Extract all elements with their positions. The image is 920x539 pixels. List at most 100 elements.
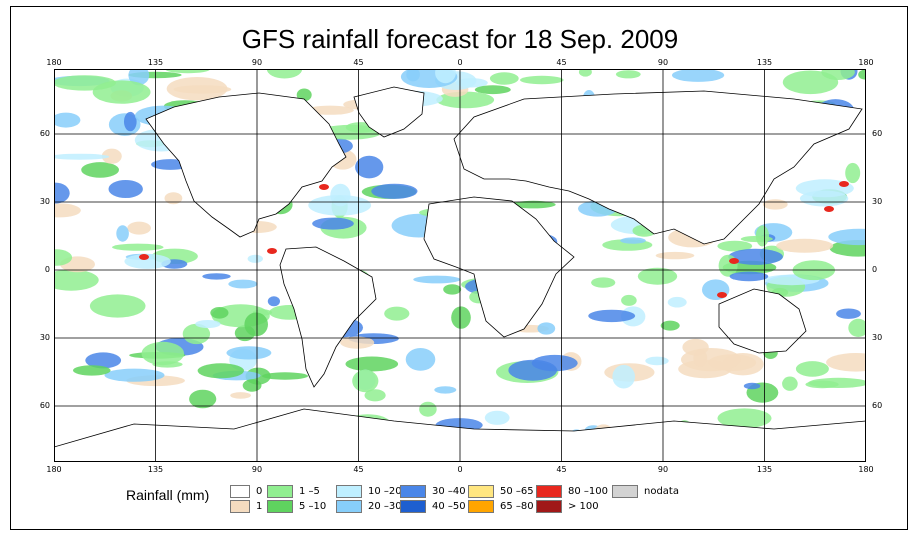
rain-patch — [108, 180, 143, 198]
rain-patch — [73, 365, 111, 376]
rain-patch — [531, 354, 578, 372]
rain-patch — [667, 296, 687, 308]
rain-patch — [435, 69, 456, 84]
rain-patch — [165, 69, 210, 74]
longitude-tick-label: 180 — [858, 58, 874, 67]
rain-patch — [112, 243, 164, 251]
rain-patch — [104, 368, 165, 382]
rain-patch — [226, 346, 272, 360]
rain-patch — [612, 364, 635, 389]
rain-patch — [615, 70, 641, 79]
longitude-tick-label: 90 — [251, 465, 263, 474]
rain-patch — [54, 112, 81, 128]
rain-patch — [845, 162, 861, 184]
longitude-tick-label: 180 — [46, 58, 62, 67]
rain-patch — [92, 80, 151, 104]
rain-patch — [182, 323, 211, 345]
rain-patch — [520, 75, 564, 85]
longitude-tick-label: 45 — [556, 58, 567, 67]
legend-title: Rainfall (mm) — [126, 487, 210, 503]
australia — [718, 288, 807, 354]
legend-label: > 100 — [568, 501, 599, 512]
rain-patch — [821, 69, 855, 80]
rain-patch — [693, 349, 708, 367]
rain-patch — [267, 296, 280, 307]
rain-patch — [655, 251, 695, 260]
legend-label: 65 –80 — [500, 501, 534, 512]
rain-patch — [128, 69, 150, 86]
rain-patch — [116, 225, 129, 242]
rain-patch — [127, 221, 151, 235]
rain-patch — [202, 273, 231, 280]
rain-patch — [384, 306, 410, 321]
longitude-tick-label: 45 — [353, 465, 364, 474]
longitude-tick-label: 180 — [46, 465, 62, 474]
legend-label: 1 — [256, 501, 263, 512]
rain-patch — [755, 225, 770, 247]
latitude-tick-label: 60 — [39, 129, 50, 138]
latitude-tick-label: 60 — [872, 401, 883, 410]
legend-swatch — [336, 500, 362, 513]
rain-patch — [352, 369, 379, 393]
latitude-tick-label: 0 — [872, 265, 878, 274]
legend-swatch — [400, 500, 426, 513]
longitude-tick-label: 180 — [858, 465, 874, 474]
rain-patch — [189, 389, 217, 409]
rain-patch — [54, 153, 110, 160]
rain-patch — [799, 190, 849, 207]
graticule — [54, 69, 866, 462]
rain-patch — [434, 386, 457, 394]
rain-patch — [54, 182, 70, 204]
rain-patch — [81, 162, 119, 178]
rain-patch — [242, 379, 262, 392]
greenland — [353, 86, 425, 138]
rain-patch — [266, 69, 303, 79]
rain-patch — [345, 356, 399, 372]
legend-swatch — [267, 485, 293, 498]
legend-label: nodata — [644, 486, 679, 497]
legend-swatch — [336, 485, 362, 498]
map-border — [54, 69, 866, 462]
rain-patch — [637, 267, 678, 285]
legend-swatch — [267, 500, 293, 513]
rain-patch — [578, 69, 592, 77]
legend-label: 50 –65 — [500, 486, 534, 497]
legend-label: 5 –10 — [299, 501, 327, 512]
longitude-tick-label: 45 — [353, 58, 364, 67]
rain-patch — [296, 88, 312, 102]
heavy-rain-cell — [824, 206, 834, 212]
rain-patch — [858, 69, 866, 80]
latitude-tick-label: 30 — [39, 197, 50, 206]
rain-patch — [152, 361, 183, 368]
legend-label: 40 –50 — [432, 501, 466, 512]
legend-swatch — [536, 500, 562, 513]
rain-patch — [717, 408, 772, 429]
rain-patch — [537, 322, 556, 335]
heavy-rain-cell — [729, 258, 739, 264]
rain-patch — [89, 294, 146, 318]
rain-patch — [406, 69, 420, 82]
rain-patch — [826, 353, 866, 372]
heavy-rain-cell — [319, 184, 329, 190]
latitude-tick-label: 30 — [39, 333, 50, 342]
rain-patch — [419, 401, 437, 417]
rain-patch — [620, 237, 646, 244]
rain-patch — [312, 217, 354, 230]
rain-patch — [743, 382, 761, 390]
legend-label: 10 –20 — [368, 486, 402, 497]
rain-patch — [54, 249, 73, 266]
rain-patch — [808, 377, 866, 388]
south-america — [279, 246, 377, 388]
rain-patch — [54, 203, 81, 218]
rain-patch — [371, 183, 418, 199]
rain-patch — [489, 72, 519, 85]
rain-patch — [101, 148, 122, 164]
legend-swatch — [468, 500, 494, 513]
longitude-tick-label: 135 — [756, 58, 773, 67]
rain-patch — [828, 228, 866, 246]
rain-patch — [681, 348, 741, 372]
rain-patch — [261, 372, 309, 380]
longitude-tick-label: 45 — [556, 465, 567, 474]
map-title: GFS rainfall forecast for 18 Sep. 2009 — [241, 24, 679, 54]
rain-patch — [836, 308, 861, 319]
